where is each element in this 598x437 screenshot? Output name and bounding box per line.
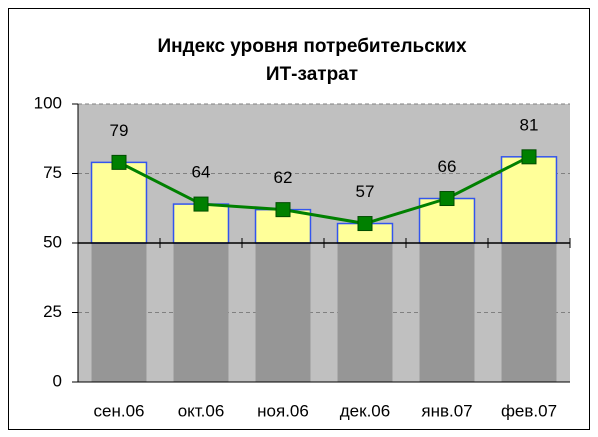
bar [500,156,558,244]
data-label: 57 [356,182,375,201]
data-label: 62 [274,168,293,187]
lower-column [337,243,393,382]
line [118,155,530,226]
x-tick-label: фев.07 [501,401,557,420]
marker [193,196,209,212]
y-tick-label: 75 [43,163,62,182]
chart-title: ИТ-затрат [266,64,358,85]
y-tick-label: 50 [43,232,62,251]
marker [439,191,455,207]
marker [275,202,291,218]
data-label: 81 [520,115,539,134]
chart-title: Индекс уровня потребительских [157,36,467,57]
lower-column [501,243,557,382]
data-label: 66 [438,157,457,176]
lower-column [91,243,147,382]
marker [521,149,537,165]
marker [111,154,127,170]
x-tick-label: дек.06 [340,401,390,420]
x-tick-label: сен.06 [94,401,145,420]
y-tick-label: 25 [43,302,62,321]
lower-column [173,243,229,382]
x-tick-label: окт.06 [178,401,225,420]
data-label: 64 [192,163,211,182]
y-tick-label: 0 [53,371,62,390]
x-tick-label: янв.07 [421,401,472,420]
data-label: 79 [110,121,129,140]
lower-column [419,243,475,382]
x-tick-label: ноя.06 [257,401,309,420]
bar [90,161,148,244]
marker [357,216,373,232]
y-tick-label: 100 [34,93,62,112]
lower-column [255,243,311,382]
